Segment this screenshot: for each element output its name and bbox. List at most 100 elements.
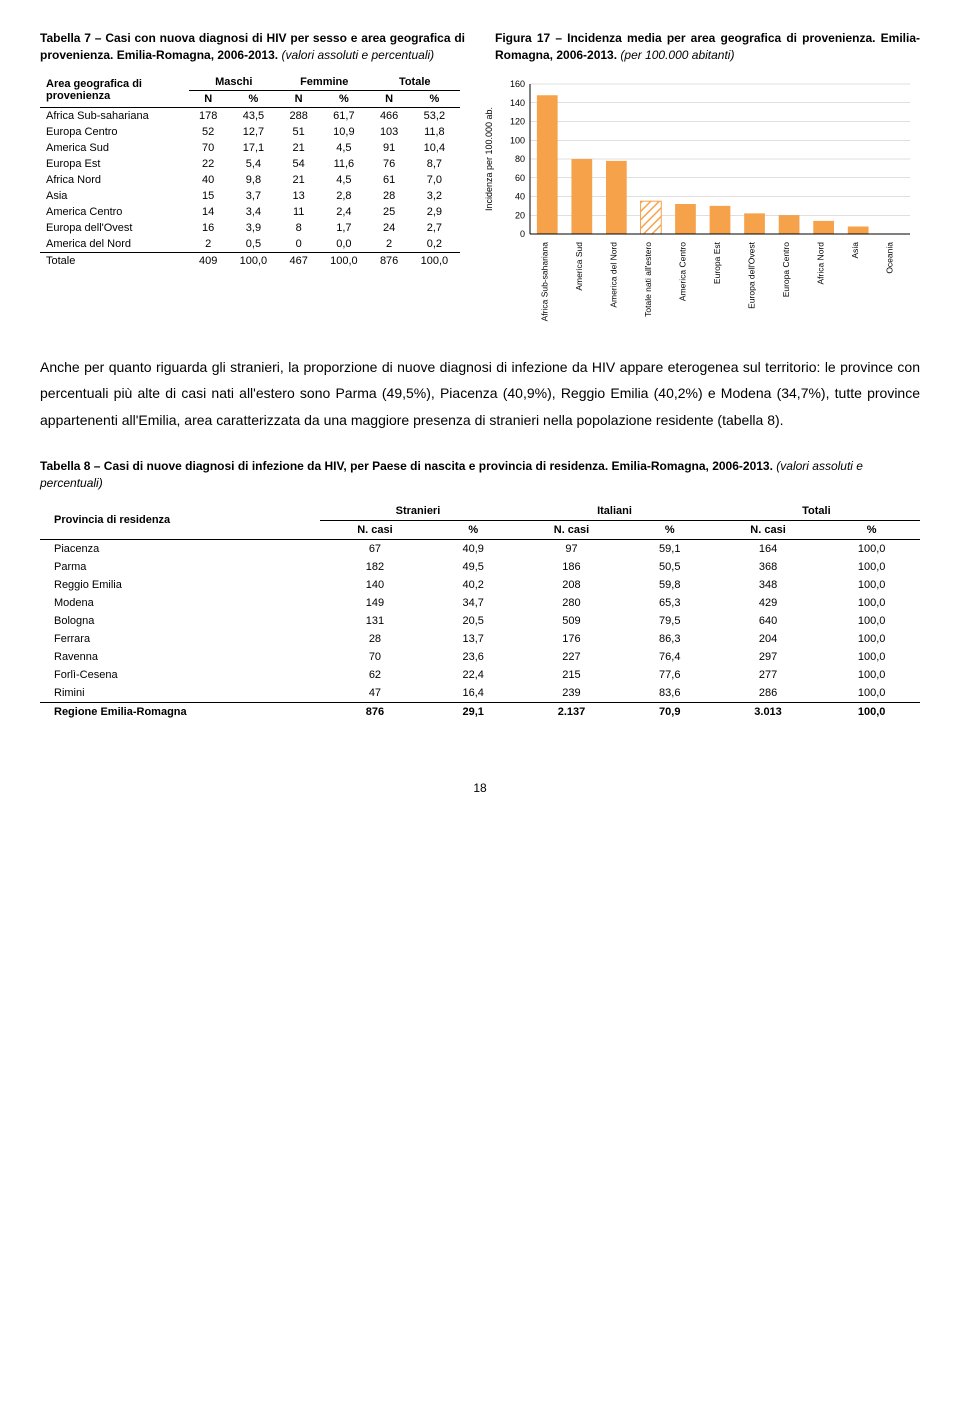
t8-cell: 186 bbox=[516, 558, 627, 576]
table7-caption: Tabella 7 – Casi con nuova diagnosi di H… bbox=[40, 30, 465, 64]
t8-cell: 20,5 bbox=[430, 612, 516, 630]
t7-cell: 466 bbox=[369, 107, 408, 124]
t7-cell: 76 bbox=[369, 156, 408, 172]
xtick-label: Totale nati all'estero bbox=[643, 241, 653, 316]
t7-cell: 21 bbox=[279, 172, 318, 188]
t8-cell: 65,3 bbox=[627, 594, 713, 612]
t7-sub-header: % bbox=[318, 90, 369, 107]
t7-cell: 21 bbox=[279, 140, 318, 156]
t7-cell: 3,4 bbox=[228, 204, 279, 220]
t8-sub-header: % bbox=[823, 520, 920, 539]
t7-label: America del Nord bbox=[40, 236, 189, 253]
figure17-chart: 020406080100120140160Incidenza per 100.0… bbox=[480, 74, 920, 324]
t8-cell: 70 bbox=[320, 648, 431, 666]
xtick-label: Europa Centro bbox=[781, 241, 791, 297]
bar bbox=[744, 213, 765, 234]
table7: Area geografica diprovenienzaMaschiFemmi… bbox=[40, 74, 460, 269]
t7-cell: 4,5 bbox=[318, 140, 369, 156]
t7-sub-header: % bbox=[228, 90, 279, 107]
t8-cell: 239 bbox=[516, 684, 627, 703]
t7-cell: 40 bbox=[189, 172, 228, 188]
t7-cell: 14 bbox=[189, 204, 228, 220]
ytick-label: 40 bbox=[515, 191, 525, 201]
table-row: America Sud7017,1214,59110,4 bbox=[40, 140, 460, 156]
ytick-label: 100 bbox=[510, 135, 525, 145]
xtick-label: Europa Est bbox=[712, 241, 722, 284]
t8-total-cell: 29,1 bbox=[430, 702, 516, 721]
table-row: Ravenna7023,622776,4297100,0 bbox=[40, 648, 920, 666]
bar bbox=[675, 204, 696, 234]
figure17-caption-italic: (per 100.000 abitanti) bbox=[617, 48, 734, 62]
y-axis-label: Incidenza per 100.000 ab. bbox=[484, 107, 494, 211]
t8-cell: 100,0 bbox=[823, 612, 920, 630]
t8-cell: 34,7 bbox=[430, 594, 516, 612]
bar bbox=[537, 95, 558, 234]
ytick-label: 0 bbox=[520, 229, 525, 239]
bar bbox=[571, 159, 592, 234]
t8-sub-header: N. casi bbox=[320, 520, 431, 539]
t7-cell: 17,1 bbox=[228, 140, 279, 156]
ytick-label: 60 bbox=[515, 172, 525, 182]
t7-cell: 0,5 bbox=[228, 236, 279, 253]
t8-cell: 176 bbox=[516, 630, 627, 648]
t8-sub-header: % bbox=[627, 520, 713, 539]
xtick-label: Africa Sub-sahariana bbox=[539, 241, 549, 321]
bar bbox=[848, 226, 869, 234]
t8-cell: 140 bbox=[320, 576, 431, 594]
t8-cell: 62 bbox=[320, 666, 431, 684]
t7-cell: 16 bbox=[189, 220, 228, 236]
t8-label: Parma bbox=[40, 558, 320, 576]
t7-sub-header: N bbox=[189, 90, 228, 107]
t8-cell: 297 bbox=[713, 648, 824, 666]
t7-cell: 0 bbox=[279, 236, 318, 253]
table-row: Modena14934,728065,3429100,0 bbox=[40, 594, 920, 612]
ytick-label: 140 bbox=[510, 97, 525, 107]
t7-cell: 0,0 bbox=[318, 236, 369, 253]
t8-cell: 49,5 bbox=[430, 558, 516, 576]
t8-label: Ravenna bbox=[40, 648, 320, 666]
t8-cell: 59,1 bbox=[627, 539, 713, 558]
bar bbox=[813, 220, 834, 233]
t7-cell: 61 bbox=[369, 172, 408, 188]
t7-label: Asia bbox=[40, 188, 189, 204]
table-row: Europa Centro5212,75110,910311,8 bbox=[40, 124, 460, 140]
t7-cell: 10,9 bbox=[318, 124, 369, 140]
xtick-label: Oceania bbox=[885, 241, 895, 273]
table-row: Europa dell'Ovest163,981,7242,7 bbox=[40, 220, 460, 236]
t8-cell: 100,0 bbox=[823, 539, 920, 558]
t7-cell: 25 bbox=[369, 204, 408, 220]
xtick-label: Europa dell'Ovest bbox=[747, 241, 757, 308]
t8-cell: 50,5 bbox=[627, 558, 713, 576]
table-row: Asia153,7132,8283,2 bbox=[40, 188, 460, 204]
t8-cell: 204 bbox=[713, 630, 824, 648]
t8-cell: 28 bbox=[320, 630, 431, 648]
t8-cell: 86,3 bbox=[627, 630, 713, 648]
t7-cell: 53,2 bbox=[409, 107, 460, 124]
t8-cell: 149 bbox=[320, 594, 431, 612]
t7-cell: 8,7 bbox=[409, 156, 460, 172]
table-row: America del Nord20,500,020,2 bbox=[40, 236, 460, 253]
t7-cell: 51 bbox=[279, 124, 318, 140]
t7-label: Europa Centro bbox=[40, 124, 189, 140]
t8-total-cell: 3.013 bbox=[713, 702, 824, 721]
t8-group-header: Stranieri bbox=[320, 502, 517, 521]
t7-label: Africa Nord bbox=[40, 172, 189, 188]
t7-cell: 2 bbox=[369, 236, 408, 253]
t7-cell: 2,9 bbox=[409, 204, 460, 220]
xtick-label: America Centro bbox=[677, 241, 687, 300]
page-number: 18 bbox=[40, 781, 920, 795]
t8-cell: 368 bbox=[713, 558, 824, 576]
t7-group-header: Maschi bbox=[189, 74, 279, 91]
t7-sub-header: N bbox=[279, 90, 318, 107]
t7-total-row: Totale409100,0467100,0876100,0 bbox=[40, 252, 460, 269]
t7-cell: 2,8 bbox=[318, 188, 369, 204]
t7-sub-header: % bbox=[409, 90, 460, 107]
t8-cell: 277 bbox=[713, 666, 824, 684]
t8-label: Ferrara bbox=[40, 630, 320, 648]
t8-cell: 182 bbox=[320, 558, 431, 576]
table8: Provincia di residenzaStranieriItalianiT… bbox=[40, 502, 920, 721]
t7-cell: 7,0 bbox=[409, 172, 460, 188]
figures-row: Area geografica diprovenienzaMaschiFemmi… bbox=[40, 74, 920, 324]
body-paragraph: Anche per quanto riguarda gli stranieri,… bbox=[40, 354, 920, 434]
t7-cell: 52 bbox=[189, 124, 228, 140]
